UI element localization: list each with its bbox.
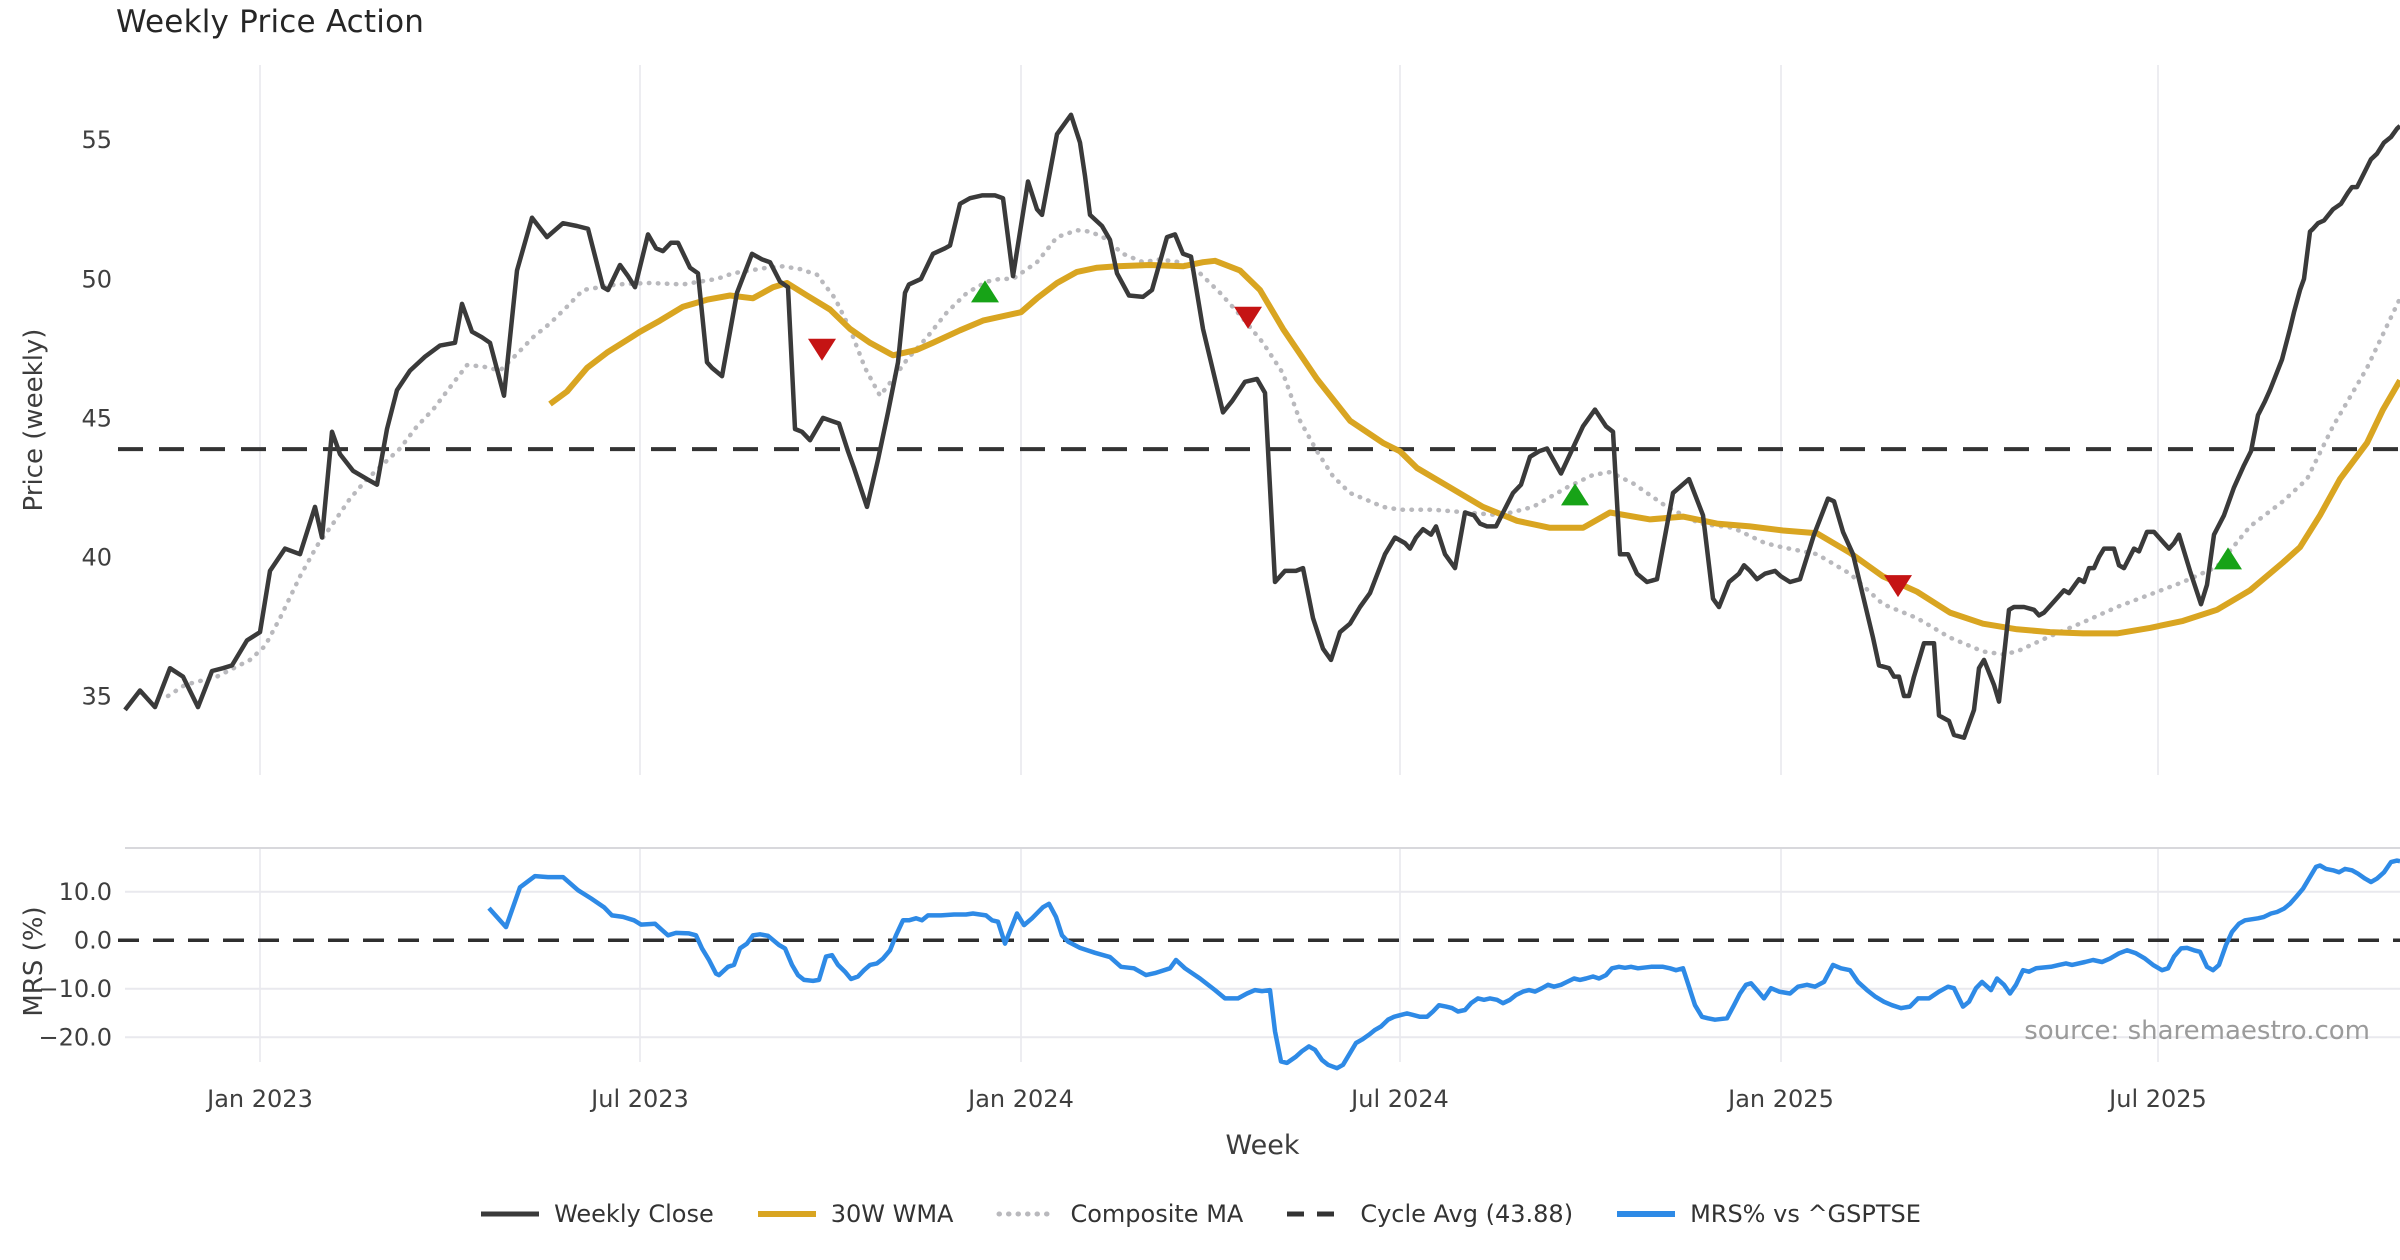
legend-item-cycle-avg: Cycle Avg (43.88) [1285, 1200, 1573, 1228]
x-tick-label: Jan 2023 [205, 1085, 313, 1113]
y-tick-label-mrs: 0.0 [74, 927, 112, 955]
x-tick-label: Jul 2023 [589, 1085, 689, 1113]
series-weekly_close [123, 112, 2400, 740]
price-axis-label: Price (weekly) [19, 329, 49, 512]
buy-signal-triangle-icon [1561, 483, 1589, 506]
legend-label: Weekly Close [554, 1200, 714, 1228]
legend-label: 30W WMA [830, 1200, 954, 1228]
y-tick-label-mrs: −20.0 [38, 1024, 112, 1052]
chart-legend: Weekly Close 30W WMA Composite MA Cycle … [0, 1200, 2400, 1228]
source-attribution: source: sharemaestro.com [2024, 1016, 2370, 1046]
x-tick-label: Jan 2024 [966, 1085, 1074, 1113]
sell-signal-triangle-icon [808, 338, 836, 361]
page-title: Weekly Price Action [116, 4, 425, 40]
legend-item-30w-wma: 30W WMA [756, 1200, 954, 1228]
composite-dotted-line-icon [996, 1211, 1058, 1217]
wma-line-icon [757, 1211, 816, 1217]
mrs-axis-label: MRS (%) [19, 906, 49, 1016]
weekly-close-line-icon [481, 1211, 540, 1217]
legend-item-composite-ma: Composite MA [995, 1200, 1243, 1228]
y-tick-label-price: 35 [81, 682, 112, 710]
legend-label: Cycle Avg (43.88) [1360, 1200, 1574, 1228]
y-tick-label-price: 45 [81, 404, 112, 432]
cycle-avg-dashed-line-icon [1287, 1211, 1346, 1217]
y-tick-label-mrs: −10.0 [38, 975, 112, 1003]
buy-signal-triangle-icon [2214, 547, 2242, 570]
buy-signal-triangle-icon [971, 280, 999, 303]
y-tick-label-price: 55 [81, 126, 112, 154]
legend-item-weekly-close: Weekly Close [479, 1200, 714, 1228]
legend-label: Composite MA [1070, 1200, 1244, 1228]
mrs-line-icon [1617, 1211, 1676, 1217]
x-tick-label: Jan 2025 [1726, 1085, 1834, 1113]
x-axis-label: Week [1225, 1130, 1300, 1161]
sell-signal-triangle-icon [1234, 306, 1262, 329]
x-tick-label: Jul 2025 [2107, 1085, 2207, 1113]
x-tick-label: Jul 2024 [1349, 1085, 1449, 1113]
series-composite [165, 227, 2400, 699]
y-tick-label-price: 50 [81, 265, 112, 293]
legend-item-mrs: MRS% vs ^GSPTSE [1615, 1200, 1921, 1228]
y-tick-label-mrs: 10.0 [59, 878, 112, 906]
series-mrs [487, 858, 2400, 1071]
sell-signal-triangle-icon [1884, 575, 1912, 598]
legend-label: MRS% vs ^GSPTSE [1690, 1200, 1921, 1228]
y-tick-label-price: 40 [81, 543, 112, 571]
